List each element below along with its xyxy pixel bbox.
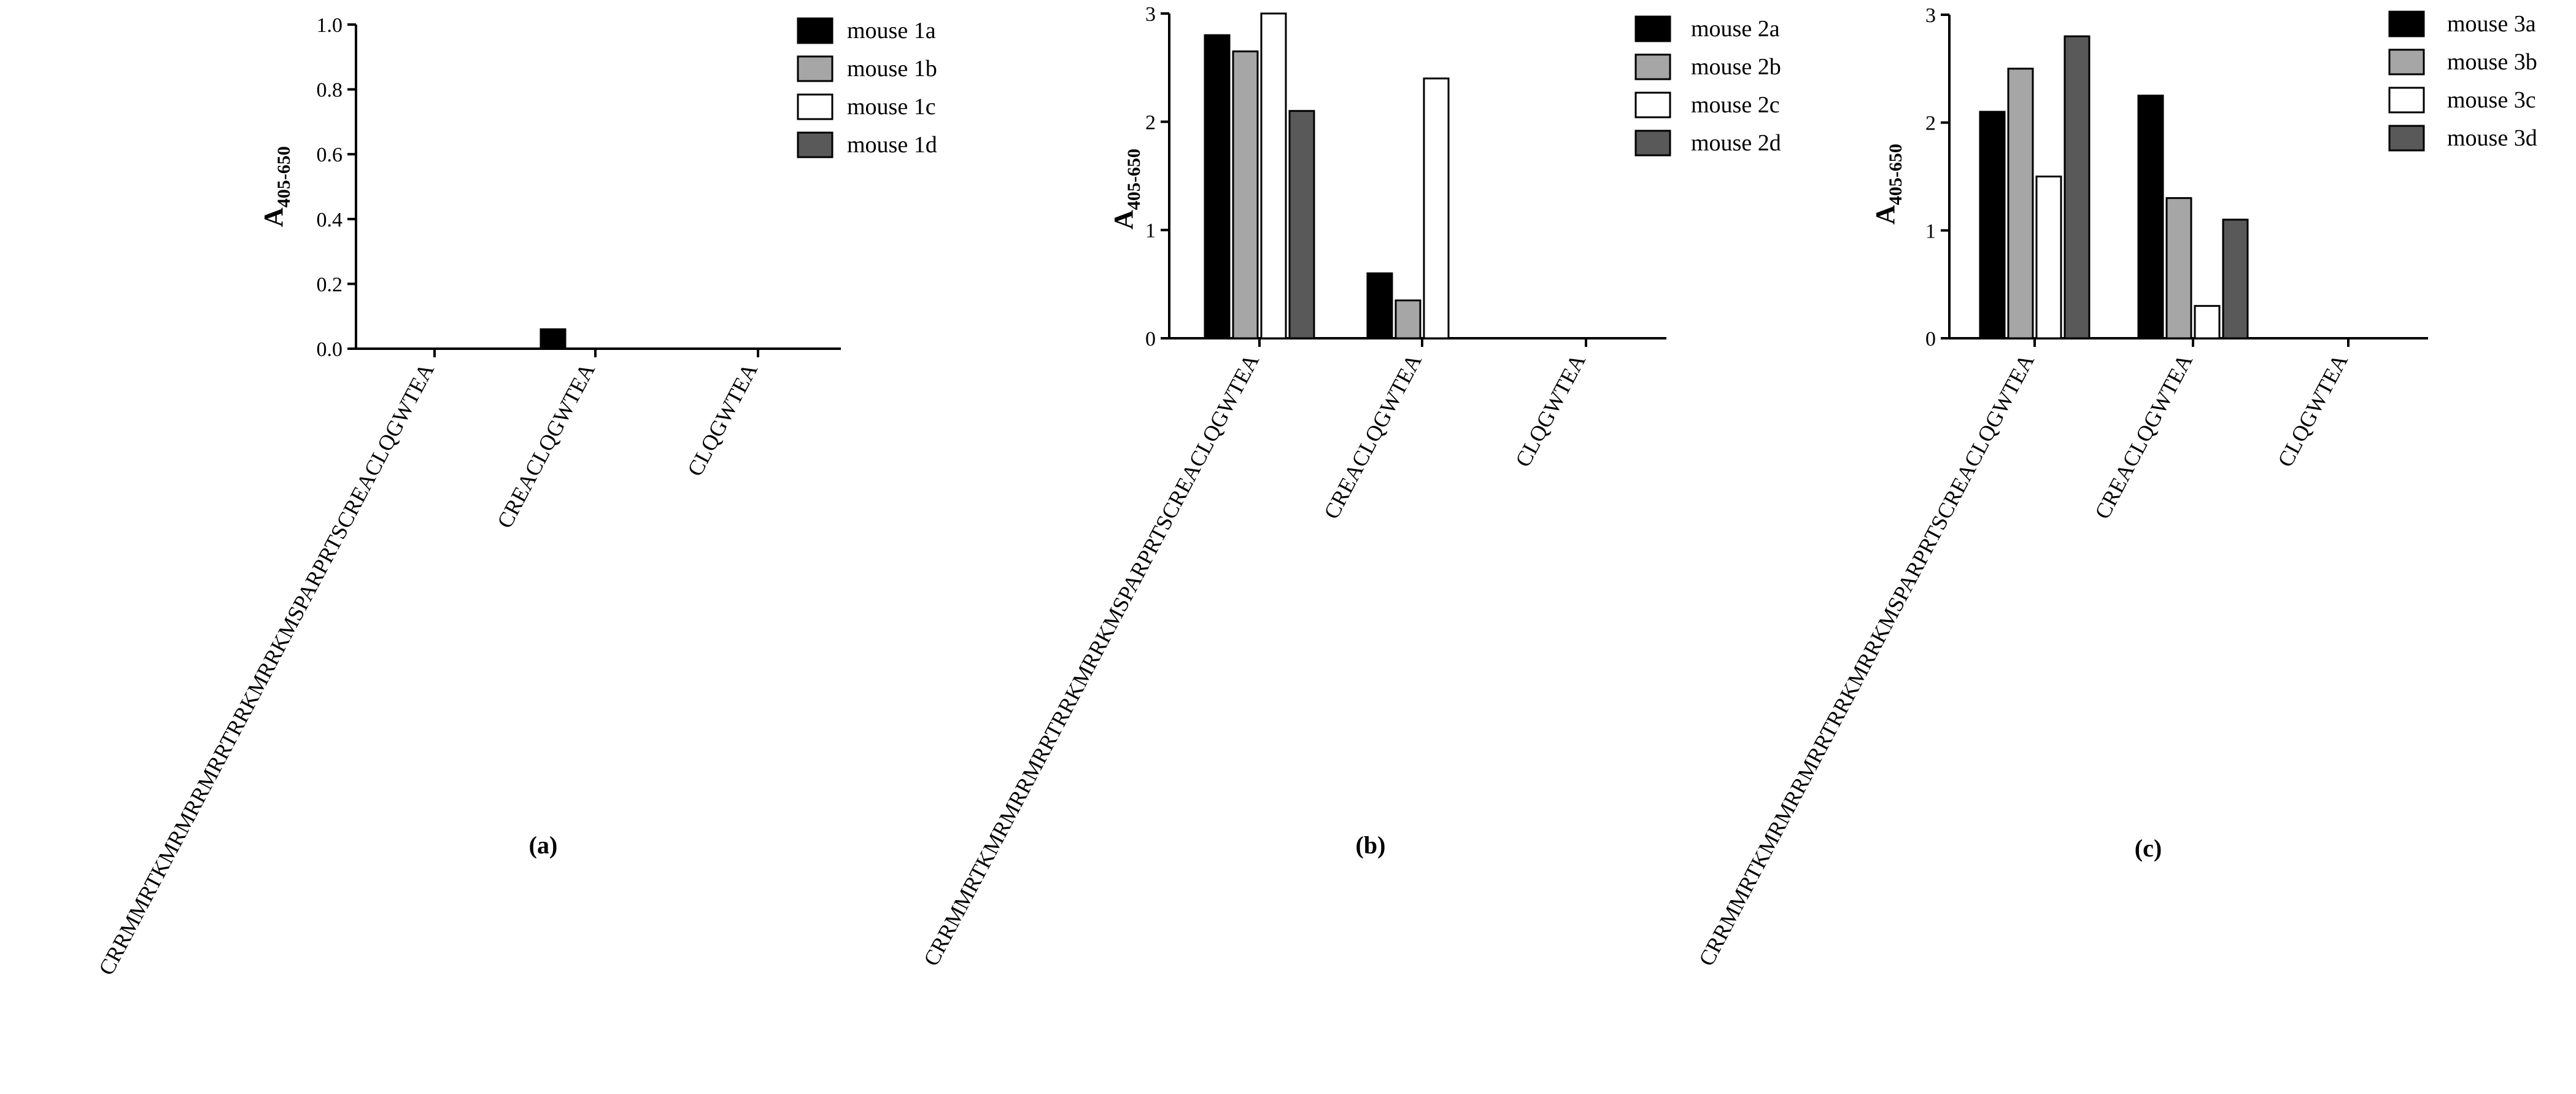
- legend-label: mouse 1a: [847, 18, 936, 44]
- category-label: CREACLQGWTEA: [2090, 350, 2197, 523]
- y-axis-label: A405-650: [1870, 144, 1906, 225]
- panel-label: (b): [1356, 831, 1386, 859]
- y-tick-label: 1: [1145, 220, 1156, 242]
- bar: [1232, 50, 1259, 339]
- legend-swatch: [1634, 15, 1671, 42]
- bar: [2064, 35, 2091, 339]
- legend-swatch: [1634, 53, 1671, 80]
- bar: [2222, 219, 2249, 339]
- y-tick-label: 0.4: [317, 209, 343, 231]
- y-tick-label: 0.0: [317, 338, 343, 361]
- category-label: CREACLQGWTEA: [492, 359, 600, 532]
- y-tick-label: 3: [1145, 3, 1156, 26]
- legend-label: mouse 1d: [847, 132, 937, 158]
- y-tick-label: 1: [1925, 220, 1936, 242]
- y-axis-label-sub: 405-650: [1124, 149, 1144, 210]
- bar: [2137, 95, 2164, 339]
- panel-label: (a): [529, 831, 558, 859]
- category-label: CLQGWTEA: [1510, 350, 1590, 471]
- y-tick-label: 0.8: [317, 79, 343, 102]
- chart-panel-2: 0 1 2 3 CRRMMRTKMRMRRMRRTRRKMRRKMSPARPRTSCRE…: [919, 3, 1781, 970]
- y-tick-label: 1.0: [317, 14, 343, 37]
- legend-label: mouse 3a: [2447, 11, 2536, 37]
- legend-swatch: [2388, 87, 2425, 114]
- legend-swatch: [797, 17, 834, 44]
- bar: [2165, 197, 2192, 339]
- category-label: CRRMMRTKMRMRRMRRTRRKMRRKMSPARPRTSCREACLQ…: [919, 350, 1264, 970]
- category-label: CLQGWTEA: [683, 359, 762, 480]
- bar: [2035, 176, 2062, 339]
- legend-label: mouse 3d: [2447, 125, 2537, 151]
- legend-label: mouse 2a: [1691, 16, 1780, 42]
- category-label: CRRMMRTKMRMRRMRRTRRKMRRKMSPARPRTSCREACLQ…: [94, 359, 439, 979]
- legend-label: mouse 2c: [1691, 92, 1780, 118]
- legend: mouse 2a mouse 2b mouse 2c mouse 2d: [1634, 15, 1781, 157]
- legend-label: mouse 2d: [1691, 130, 1781, 156]
- y-axis-label-main: A: [1870, 205, 1900, 225]
- bar: [1366, 272, 1393, 339]
- category-label: CLQGWTEA: [2273, 350, 2353, 471]
- legend: mouse 1a mouse 1b mouse 1c mouse 1d: [797, 17, 937, 158]
- legend-swatch: [2388, 48, 2425, 76]
- legend-label: mouse 1b: [847, 56, 937, 82]
- bar: [1288, 110, 1315, 339]
- bar: [1204, 34, 1231, 339]
- bar: [1423, 77, 1450, 339]
- y-axis-label-sub: 405-650: [1886, 144, 1906, 205]
- bar: [1394, 299, 1421, 339]
- legend-swatch: [797, 93, 834, 120]
- y-tick-label: 0: [1925, 328, 1936, 351]
- legend-swatch: [1634, 91, 1671, 118]
- y-axis-label-main: A: [258, 208, 288, 227]
- chart-panel-3: 0 1 2 3 CRRMMRTKMRMRRMRRTRRKMRRKMSPARPRTSCRE…: [1694, 4, 2537, 970]
- y-tick-label: 3: [1925, 4, 1936, 27]
- y-axis-label: A405-650: [258, 146, 294, 227]
- y-tick-label: 0: [1145, 328, 1156, 351]
- legend-swatch: [2388, 10, 2425, 37]
- category-label: CREACLQGWTEA: [1319, 350, 1426, 523]
- chart-panel-1: 0.0 0.2 0.4 0.6 0.8 1.0 CRRMMRTKMRMRRMRRTRRKMR…: [94, 14, 937, 979]
- legend-label: mouse 3c: [2447, 87, 2536, 113]
- legend-swatch: [1634, 130, 1671, 157]
- y-tick-label: 0.6: [317, 144, 343, 166]
- bar: [2007, 68, 2034, 339]
- y-axis-label-main: A: [1108, 210, 1139, 230]
- y-axis-label: A405-650: [1108, 149, 1144, 230]
- bar: [540, 328, 567, 350]
- bar: [1979, 111, 2006, 339]
- category-label: CRRMMRTKMRMRRMRRTRRKMRRKMSPARPRTSCREACLQ…: [1694, 350, 2039, 970]
- legend-label: mouse 1c: [847, 94, 936, 120]
- legend-swatch: [797, 55, 834, 82]
- bar: [2194, 305, 2221, 339]
- legend-label: mouse 3b: [2447, 49, 2537, 75]
- y-axis-label-sub: 405-650: [274, 146, 294, 208]
- legend-swatch: [797, 131, 834, 158]
- y-tick-label: 2: [1145, 111, 1156, 134]
- legend-swatch: [2388, 125, 2425, 152]
- panel-label: (c): [2135, 834, 2162, 862]
- legend: mouse 3a mouse 3b mouse 3c mouse 3d: [2388, 10, 2537, 152]
- y-tick-label: 0.2: [317, 273, 343, 296]
- y-tick-label: 2: [1925, 112, 1936, 135]
- legend-label: mouse 2b: [1691, 54, 1781, 80]
- bar: [1260, 12, 1287, 339]
